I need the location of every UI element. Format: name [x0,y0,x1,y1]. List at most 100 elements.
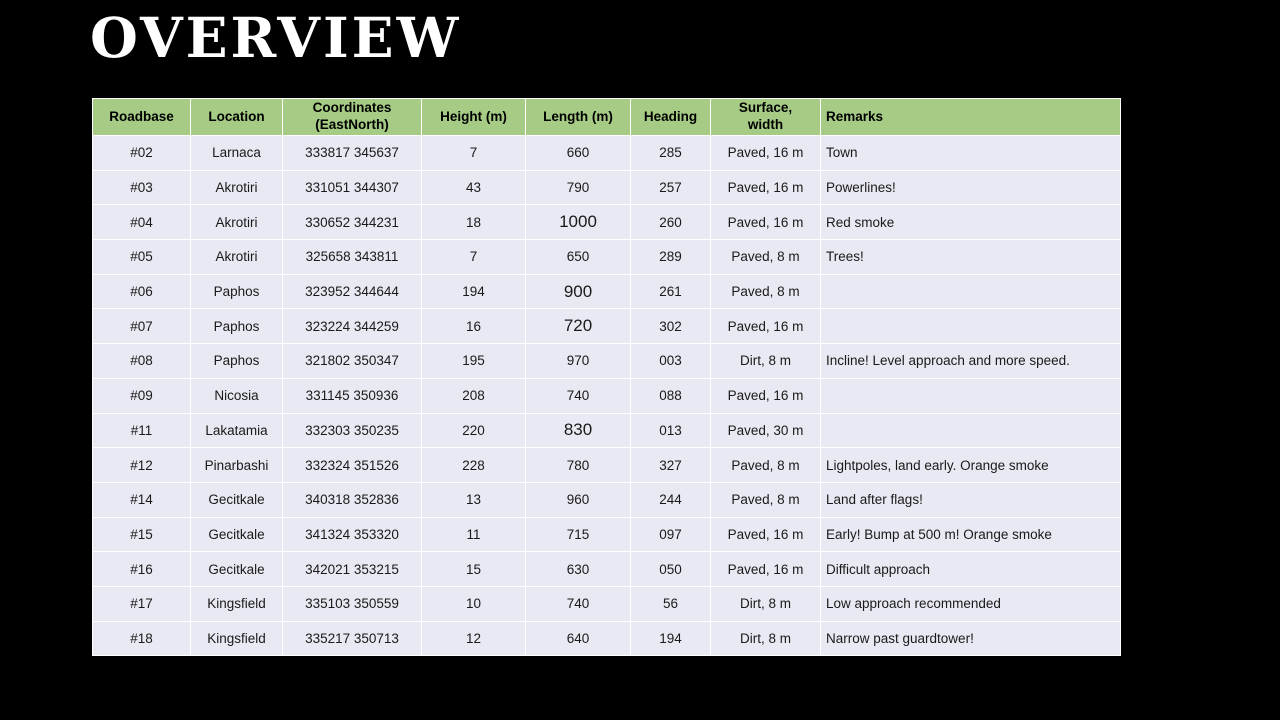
cell-remarks: Powerlines! [820,169,1121,206]
cell-heading: 050 [630,551,711,587]
cell-location: Kingsfield [190,620,283,657]
cell-remarks: Early! Bump at 500 m! Orange smoke [820,516,1121,553]
cell-coordinates: 333817 345637 [282,135,422,171]
cell-height: 18 [421,204,526,241]
table-row: #05 Akrotiri 325658 343811 7 650 289 Paved, 8 … [92,239,1121,275]
cell-remarks: Low approach recommended [820,585,1121,622]
cell-roadbase: #02 [92,135,191,171]
cell-surface: Paved, 8 m [710,447,821,483]
cell-length: 900 [525,273,631,310]
cell-height: 11 [421,516,526,553]
cell-surface: Paved, 16 m [710,308,821,345]
cell-length: 640 [525,620,631,657]
cell-roadbase: #14 [92,481,191,518]
cell-coordinates: 332324 351526 [282,447,422,483]
table-row: #07 Paphos 323224 344259 16 720 302 Paved, 16 … [92,308,1121,345]
roadbase-table: Roadbase Location Coordinates (EastNorth) H… [92,98,1121,657]
cell-remarks: Narrow past guardtower! [820,620,1121,657]
cell-height: 208 [421,377,526,414]
cell-length: 660 [525,135,631,171]
cell-heading: 194 [630,620,711,657]
cell-height: 7 [421,239,526,275]
cell-roadbase: #03 [92,169,191,206]
cell-coordinates: 331145 350936 [282,377,422,414]
cell-coordinates: 342021 353215 [282,551,422,587]
cell-location: Paphos [190,343,283,379]
cell-surface: Dirt, 8 m [710,585,821,622]
header-row: Roadbase Location Coordinates (EastNorth) H… [92,98,1121,136]
cell-location: Akrotiri [190,239,283,275]
cell-location: Gecitkale [190,551,283,587]
cell-surface: Paved, 16 m [710,551,821,587]
page-title: OVERVIEW [90,5,462,70]
cell-length: 790 [525,169,631,206]
table-row: #09 Nicosia 331145 350936 208 740 088 Paved, 1… [92,377,1121,414]
cell-remarks [820,412,1121,449]
cell-height: 15 [421,551,526,587]
cell-location: Gecitkale [190,481,283,518]
cell-heading: 56 [630,585,711,622]
cell-length: 1000 [525,204,631,241]
cell-coordinates: 323224 344259 [282,308,422,345]
cell-remarks [820,273,1121,310]
cell-height: 16 [421,308,526,345]
cell-remarks: Land after flags! [820,481,1121,518]
cell-roadbase: #07 [92,308,191,345]
table-row: #08 Paphos 321802 350347 195 970 003 Dirt, 8 m… [92,343,1121,379]
table-row: #15 Gecitkale 341324 353320 11 715 097 Paved, … [92,516,1121,553]
column-header-roadbase: Roadbase [92,98,191,136]
cell-coordinates: 341324 353320 [282,516,422,553]
cell-location: Pinarbashi [190,447,283,483]
cell-roadbase: #17 [92,585,191,622]
cell-height: 228 [421,447,526,483]
cell-roadbase: #08 [92,343,191,379]
cell-surface: Paved, 8 m [710,273,821,310]
cell-roadbase: #09 [92,377,191,414]
column-header-heading: Heading [630,98,711,136]
cell-length: 650 [525,239,631,275]
cell-roadbase: #05 [92,239,191,275]
cell-length: 720 [525,308,631,345]
table-row: #17 Kingsfield 335103 350559 10 740 56 Dirt, 8… [92,585,1121,622]
cell-heading: 261 [630,273,711,310]
table-row: #18 Kingsfield 335217 350713 12 640 194 Dirt, … [92,620,1121,657]
column-header-location: Location [190,98,283,136]
cell-height: 194 [421,273,526,310]
cell-length: 780 [525,447,631,483]
cell-roadbase: #06 [92,273,191,310]
cell-length: 715 [525,516,631,553]
cell-heading: 097 [630,516,711,553]
cell-height: 195 [421,343,526,379]
table-header: Roadbase Location Coordinates (EastNorth) H… [92,98,1121,136]
table-row: #03 Akrotiri 331051 344307 43 790 257 Paved, 1… [92,169,1121,206]
cell-surface: Paved, 8 m [710,239,821,275]
cell-coordinates: 335217 350713 [282,620,422,657]
table-row: #14 Gecitkale 340318 352836 13 960 244 Paved, … [92,481,1121,518]
cell-location: Akrotiri [190,204,283,241]
cell-height: 13 [421,481,526,518]
cell-surface: Paved, 16 m [710,377,821,414]
cell-heading: 257 [630,169,711,206]
cell-location: Larnaca [190,135,283,171]
table-row: #06 Paphos 323952 344644 194 900 261 Paved, 8 … [92,273,1121,310]
cell-remarks [820,377,1121,414]
table-row: #12 Pinarbashi 332324 351526 228 780 327 Paved… [92,447,1121,483]
cell-height: 7 [421,135,526,171]
cell-heading: 244 [630,481,711,518]
cell-surface: Paved, 16 m [710,169,821,206]
cell-location: Lakatamia [190,412,283,449]
cell-location: Akrotiri [190,169,283,206]
cell-roadbase: #18 [92,620,191,657]
column-header-coordinates: Coordinates (EastNorth) [282,98,422,136]
cell-coordinates: 321802 350347 [282,343,422,379]
cell-location: Nicosia [190,377,283,414]
cell-coordinates: 325658 343811 [282,239,422,275]
cell-coordinates: 335103 350559 [282,585,422,622]
cell-height: 12 [421,620,526,657]
cell-heading: 302 [630,308,711,345]
cell-coordinates: 330652 344231 [282,204,422,241]
cell-surface: Paved, 16 m [710,516,821,553]
cell-heading: 088 [630,377,711,414]
table-row: #04 Akrotiri 330652 344231 18 1000 260 Paved, … [92,204,1121,241]
table-body: #02 Larnaca 333817 345637 7 660 285 Paved, 16 … [92,135,1121,657]
